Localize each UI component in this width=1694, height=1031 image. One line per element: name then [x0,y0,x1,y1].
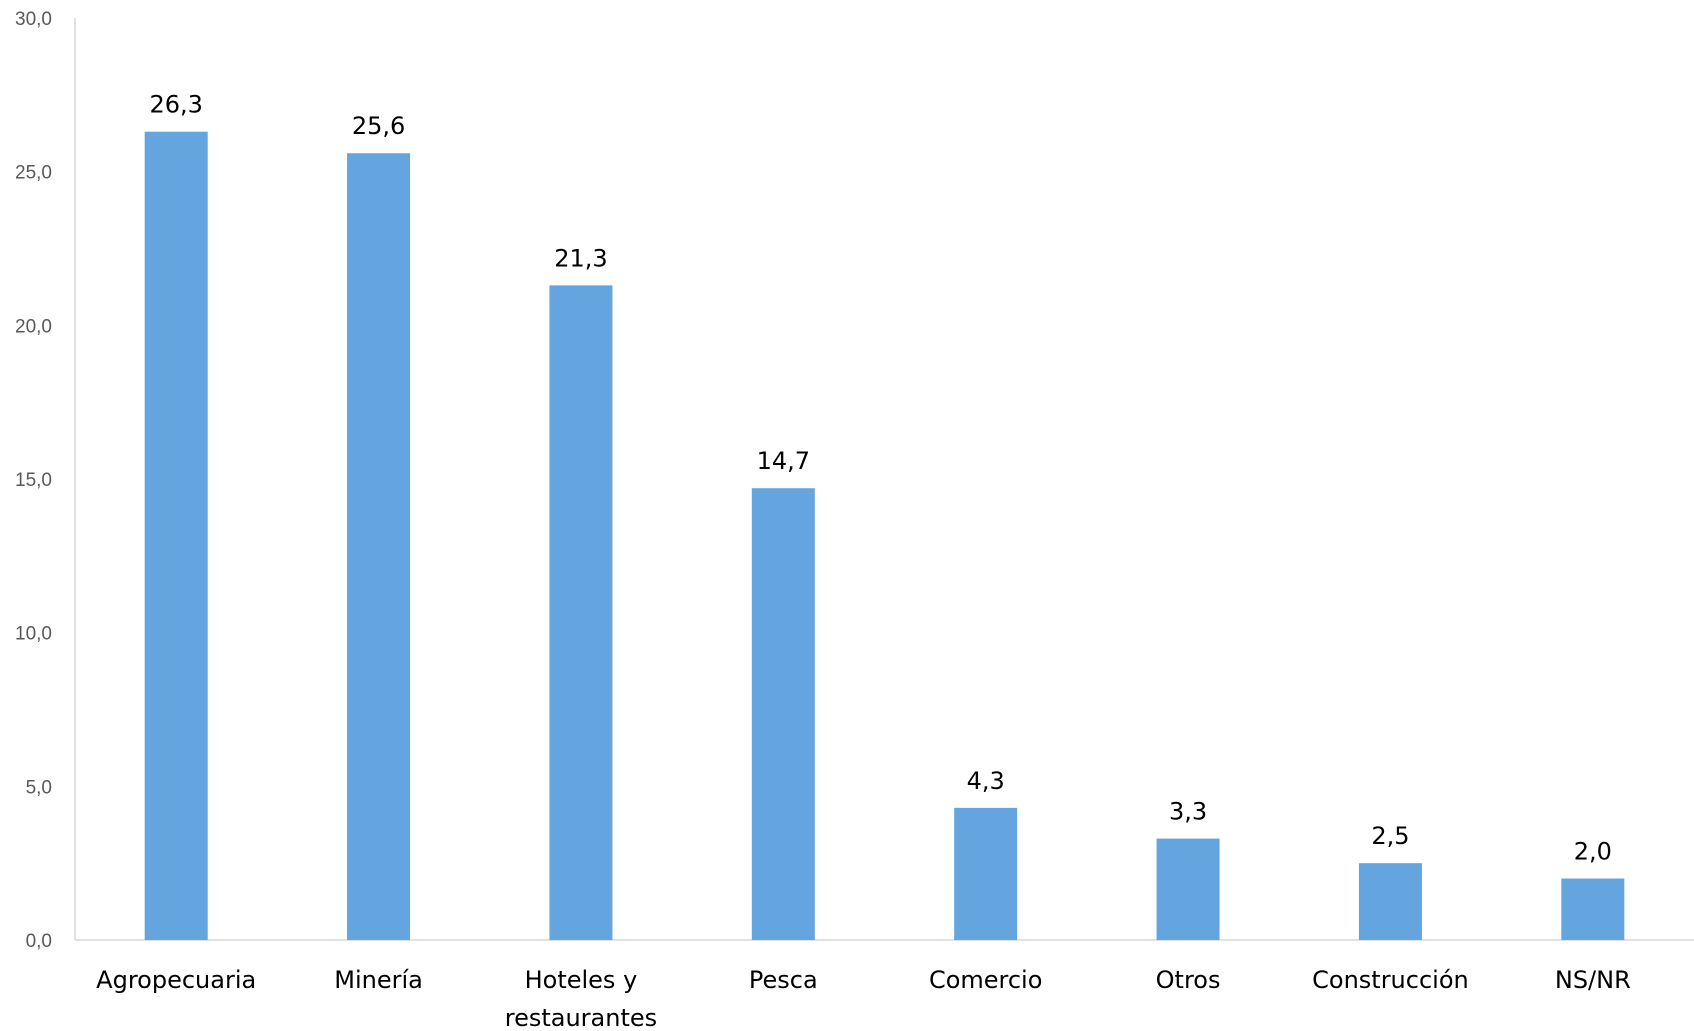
bar [751,488,815,940]
data-label: 25,6 [352,112,405,140]
x-tick-label: Minería [334,966,423,994]
y-tick-label: 0,0 [26,931,52,952]
x-tick-label: Agropecuaria [96,966,256,994]
x-tick-label: restaurantes [505,1004,657,1031]
data-label: 2,5 [1371,822,1409,850]
x-tick-label: Construcción [1312,966,1469,994]
bar [1156,838,1220,940]
data-label: 14,7 [757,447,810,475]
bar [549,285,613,940]
bar [1358,863,1422,940]
y-tick-label: 30,0 [15,9,52,30]
bar [144,131,208,941]
y-tick-label: 5,0 [26,777,52,798]
bar [347,153,411,940]
y-tick-label: 20,0 [15,316,52,337]
y-tick-label: 10,0 [15,624,52,645]
data-label: 4,3 [967,767,1005,795]
bar [954,807,1018,940]
data-label: 2,0 [1574,838,1612,866]
data-label: 3,3 [1169,798,1207,826]
x-tick-label: Hoteles y [525,966,638,994]
x-tick-label: Pesca [749,966,818,994]
x-tick-label: Comercio [929,966,1042,994]
x-tick-label: NS/NR [1555,966,1631,994]
data-label: 21,3 [554,244,607,272]
y-tick-label: 25,0 [15,163,52,184]
data-label: 26,3 [149,91,202,119]
y-tick-label: 15,0 [15,470,52,491]
x-tick-label: Otros [1156,966,1221,994]
bar [1561,878,1625,940]
